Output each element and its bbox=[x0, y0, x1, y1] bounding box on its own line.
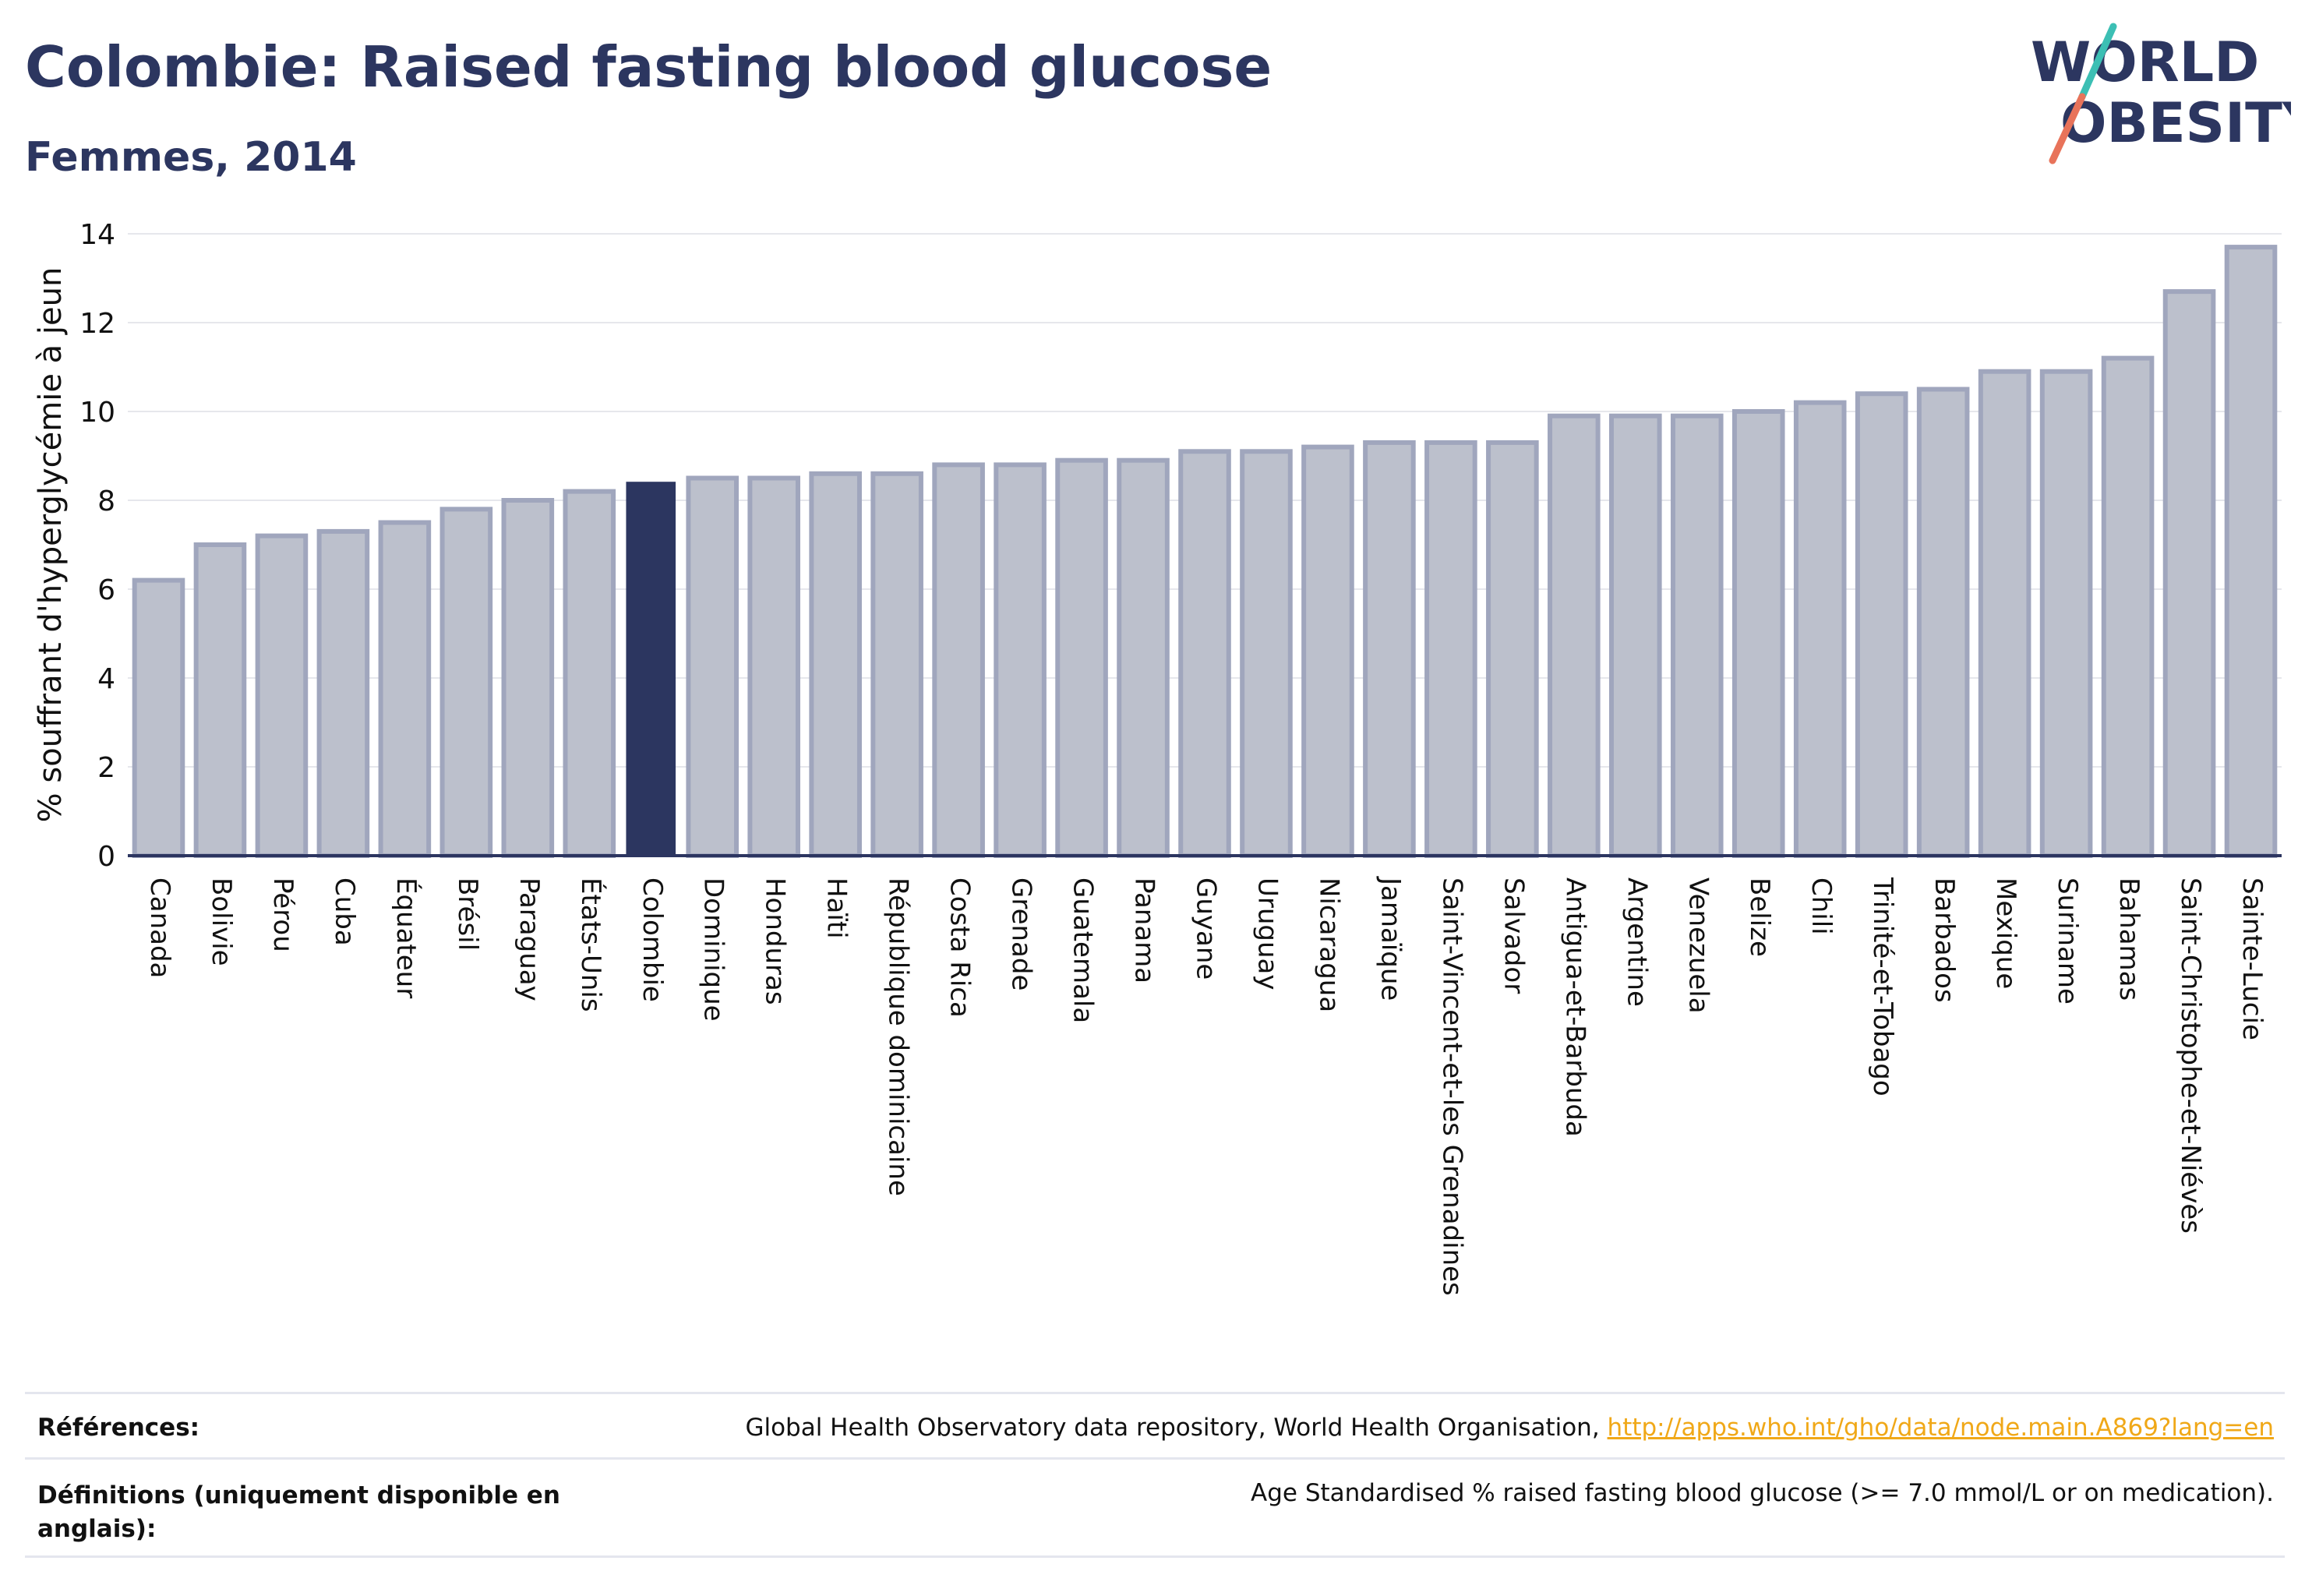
y-tick-label: 6 bbox=[97, 574, 115, 606]
x-tick-label: Uruguay bbox=[1251, 877, 1283, 990]
bar-nicaragua[interactable] bbox=[1301, 444, 1354, 858]
references-text: Global Health Observatory data repositor… bbox=[745, 1414, 2274, 1442]
bar-costa-rica[interactable] bbox=[932, 462, 985, 859]
x-tick-label: Bahamas bbox=[2113, 877, 2144, 1001]
logo-word-world: WORLD bbox=[2031, 30, 2259, 94]
references-source: Global Health Observatory data repositor… bbox=[745, 1414, 1600, 1442]
bar-cuba[interactable] bbox=[316, 528, 370, 859]
footer-divider-bottom bbox=[25, 1555, 2285, 1558]
x-tick-label: Panama bbox=[1129, 877, 1160, 983]
x-tick-label: Jamaïque bbox=[1375, 876, 1406, 1001]
y-tick-label: 0 bbox=[97, 841, 115, 873]
bar-canada[interactable] bbox=[132, 577, 185, 858]
bar-p-rou[interactable] bbox=[255, 533, 309, 858]
definitions-label: Définitions (uniquement disponible en an… bbox=[37, 1481, 560, 1544]
bar-saint-vincent-et-les-grenadines[interactable] bbox=[1424, 440, 1477, 858]
bar-chart: 0 2 4 6 8 10 12 14 Canada Bolivie Pérou Cuba Équateu… bbox=[33, 219, 2282, 1296]
x-tick-label: Chili bbox=[1806, 877, 1837, 935]
x-tick-label: Honduras bbox=[760, 877, 791, 1005]
chart-title: Colombie: Raised fasting blood glucose bbox=[25, 34, 1273, 100]
y-tick-label: 14 bbox=[79, 219, 115, 251]
bar-guatemala[interactable] bbox=[1055, 457, 1108, 858]
bar-br-sil[interactable] bbox=[439, 507, 493, 859]
world-obesity-logo: WORLD OBESITY bbox=[2031, 23, 2291, 164]
x-tick-label: Saint-Vincent-et-les Grenadines bbox=[1436, 877, 1467, 1296]
y-axis-label: % souffrant d'hyperglycémie à jeun bbox=[33, 267, 69, 823]
x-tick-label: Mexique bbox=[1990, 877, 2021, 989]
x-tick-label: Trinité-et-Tobago bbox=[1867, 877, 1898, 1096]
references-label: Références: bbox=[37, 1414, 200, 1442]
bar-ha-ti[interactable] bbox=[809, 471, 862, 858]
y-tick-label: 4 bbox=[97, 663, 115, 695]
logo-slash-bottom bbox=[2049, 93, 2086, 164]
x-tick-label: Venezuela bbox=[1682, 877, 1714, 1014]
x-tick-label: Grenade bbox=[1006, 877, 1037, 990]
x-tick-label: Pérou bbox=[267, 877, 298, 952]
x-tick-label: Barbados bbox=[1929, 877, 1960, 1003]
bar-uruguay[interactable] bbox=[1240, 449, 1293, 858]
x-tick-label: Sainte-Lucie bbox=[2236, 877, 2268, 1040]
x-tick-label: Saint-Christophe-et-Niévès bbox=[2175, 877, 2206, 1234]
bar-panama[interactable] bbox=[1117, 457, 1170, 858]
bar-paraguay[interactable] bbox=[501, 498, 555, 858]
bar-dominique[interactable] bbox=[686, 475, 740, 858]
x-tick-label: Guatemala bbox=[1068, 877, 1099, 1023]
x-tick-label: Dominique bbox=[698, 877, 729, 1022]
bars-layer bbox=[132, 245, 2278, 859]
x-tick-label: Bolivie bbox=[206, 877, 237, 966]
bar-r-publique-dominicaine[interactable] bbox=[870, 471, 923, 858]
x-tick-label: Costa Rica bbox=[944, 877, 976, 1018]
bar--quateur[interactable] bbox=[378, 520, 432, 858]
x-tick-label: États-Unis bbox=[575, 877, 607, 1012]
bar-chili[interactable] bbox=[1793, 400, 1847, 858]
bar-guyane[interactable] bbox=[1178, 449, 1231, 858]
y-tick-label: 2 bbox=[97, 752, 115, 784]
footer-divider-top bbox=[25, 1392, 2285, 1394]
logo-word-obesity: OBESITY bbox=[2060, 91, 2291, 155]
x-tick-label: Argentine bbox=[1621, 877, 1652, 1007]
x-tick-label: Canada bbox=[144, 877, 175, 978]
bar--tats-unis[interactable] bbox=[563, 489, 616, 858]
x-tick-label: Équateur bbox=[390, 877, 422, 998]
x-tick-label: Colombie bbox=[637, 877, 668, 1002]
bar-barbados[interactable] bbox=[1916, 387, 1970, 858]
bar-venezuela[interactable] bbox=[1670, 413, 1724, 858]
y-tick-label: 10 bbox=[79, 397, 115, 429]
bar-colombie[interactable] bbox=[626, 482, 676, 856]
bar-grenade[interactable] bbox=[994, 462, 1047, 859]
bar-sainte-lucie[interactable] bbox=[2224, 245, 2278, 859]
x-tick-label: Salvador bbox=[1498, 877, 1529, 994]
bar-argentine[interactable] bbox=[1609, 413, 1662, 858]
bar-antigua-et-barbuda[interactable] bbox=[1548, 413, 1601, 858]
bar-bolivie[interactable] bbox=[193, 542, 247, 858]
chart-subtitle: Femmes, 2014 bbox=[25, 134, 357, 181]
bar-bahamas[interactable] bbox=[2101, 355, 2155, 859]
x-tick-label: Haïti bbox=[821, 877, 852, 939]
axis-layer: 0 2 4 6 8 10 12 14 Canada Bolivie Pérou Cuba Équateu… bbox=[79, 219, 2282, 1296]
bar-trinit-et-tobago[interactable] bbox=[1855, 391, 1908, 858]
y-tick-label: 8 bbox=[97, 486, 115, 517]
bar-mexique[interactable] bbox=[1978, 369, 2031, 858]
definitions-text: Age Standardised % raised fasting blood … bbox=[1251, 1479, 2274, 1507]
x-tick-label: Guyane bbox=[1191, 877, 1222, 980]
bar-belize[interactable] bbox=[1731, 409, 1785, 858]
bar-suriname[interactable] bbox=[2039, 369, 2093, 858]
references-link[interactable]: http://apps.who.int/gho/data/node.main.A… bbox=[1607, 1414, 2274, 1442]
x-tick-label: Brésil bbox=[452, 877, 483, 951]
y-tick-label: 12 bbox=[79, 308, 115, 340]
bar-honduras[interactable] bbox=[747, 475, 800, 858]
bar-saint-christophe-et-ni-v-s[interactable] bbox=[2162, 289, 2216, 859]
x-tick-label: Nicaragua bbox=[1313, 877, 1344, 1012]
x-tick-label: République dominicaine bbox=[883, 877, 914, 1196]
logo-slash-top bbox=[2078, 23, 2117, 101]
bar-jama-que[interactable] bbox=[1363, 440, 1416, 858]
x-tick-label: Belize bbox=[1744, 877, 1775, 957]
footer-divider-middle bbox=[25, 1457, 2285, 1460]
x-tick-label: Cuba bbox=[329, 877, 360, 946]
bar-salvador[interactable] bbox=[1486, 440, 1539, 858]
x-tick-label: Antigua-et-Barbuda bbox=[1559, 877, 1590, 1137]
x-tick-label: Suriname bbox=[2052, 877, 2083, 1005]
x-tick-label: Paraguay bbox=[514, 877, 545, 1001]
